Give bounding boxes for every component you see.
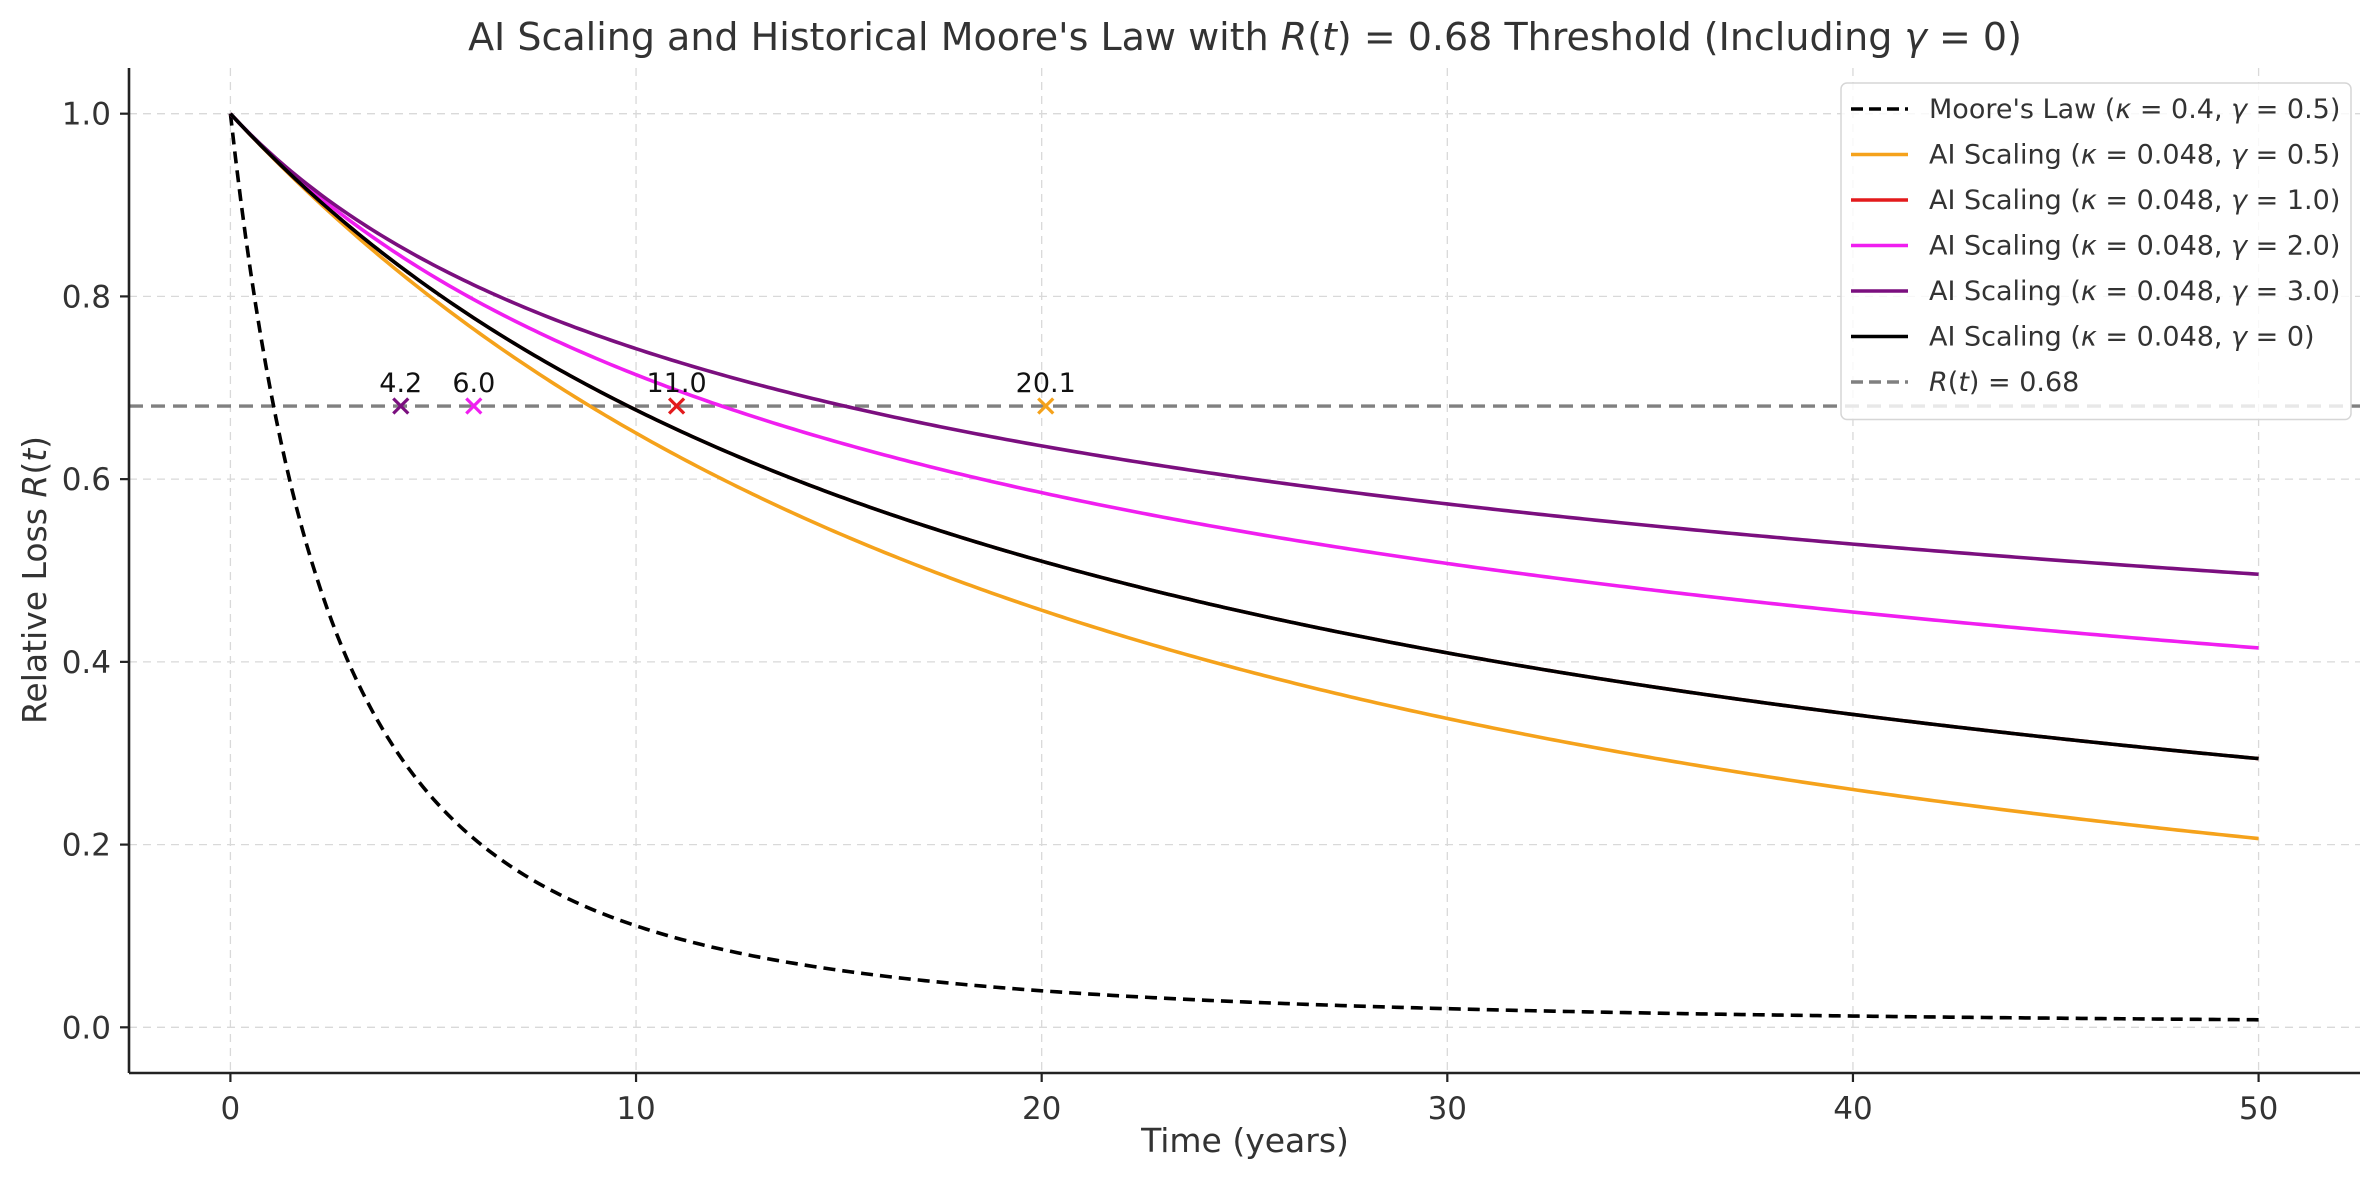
crossing-marker [667, 397, 686, 415]
series-line-1 [228, 113, 2259, 1022]
legend-label: Moore's Law (κ = 0.4, γ = 0.5) [1929, 94, 2340, 125]
x-tick-label: 10 [616, 1091, 655, 1127]
y-axis-title: Relative Loss R(t) [15, 436, 54, 724]
legend-item[interactable]: AI Scaling (κ = 0.048, γ = 3.0) [1851, 276, 2340, 307]
y-tick-label: 0.4 [62, 645, 111, 681]
y-tick-label: 0.6 [62, 462, 111, 498]
series-line-4 [229, 112, 2259, 650]
legend-item[interactable]: AI Scaling (κ = 0.048, γ = 0.5) [1851, 140, 2340, 171]
y-tick-label: 0.8 [62, 279, 111, 315]
crossing-marker [1037, 397, 1055, 415]
y-tick-label: 0.2 [62, 828, 111, 864]
legend-label: AI Scaling (κ = 0.048, γ = 2.0) [1929, 231, 2340, 262]
axes: 0 10 20 30 40 50 0.0 0.2 0.4 0.6 0.8 1.0 [62, 68, 2360, 1127]
legend-item[interactable]: R(t) = 0.68 [1851, 367, 2079, 398]
series-line-5 [229, 112, 2259, 577]
legend-item[interactable]: AI Scaling (κ = 0.048, γ = 0) [1851, 322, 2315, 353]
legend-label: AI Scaling (κ = 0.048, γ = 3.0) [1929, 276, 2340, 307]
series-line-6 [229, 112, 2259, 761]
x-tick-label: 20 [1022, 1091, 1061, 1127]
chart-title: AI Scaling and Historical Moore's Law wi… [468, 15, 2022, 59]
legend-item[interactable]: AI Scaling (κ = 0.048, γ = 2.0) [1851, 231, 2340, 262]
x-tick-label: 40 [1833, 1091, 1872, 1127]
series-line-2 [229, 112, 2259, 841]
legend-label: AI Scaling (κ = 0.048, γ = 1.0) [1929, 185, 2340, 216]
legend-item[interactable]: Moore's Law (κ = 0.4, γ = 0.5) [1851, 94, 2340, 125]
crossing-label: 4.2 [379, 368, 422, 399]
x-tick-label: 0 [221, 1091, 241, 1127]
legend-label: R(t) = 0.68 [1929, 367, 2079, 398]
legend-item[interactable]: AI Scaling (κ = 0.048, γ = 1.0) [1851, 185, 2340, 216]
crossing-marker [465, 397, 483, 415]
legend-label: AI Scaling (κ = 0.048, γ = 0.5) [1929, 140, 2340, 171]
x-axis-title: Time (years) [1140, 1121, 1349, 1160]
crossing-marker [392, 397, 410, 415]
crossing-label: 20.1 [1016, 368, 1076, 399]
crossing-markers: 4.2 6.0 11.0 20.1 [379, 368, 1076, 415]
series-layer [228, 112, 2259, 1022]
legend[interactable]: Moore's Law (κ = 0.4, γ = 0.5) AI Scaling… [1840, 82, 2352, 421]
legend-box [1840, 82, 2352, 421]
y-tick-label: 1.0 [62, 97, 111, 133]
x-tick-label: 30 [1428, 1091, 1467, 1127]
crossing-label: 6.0 [452, 368, 495, 399]
y-tick-label: 0.0 [62, 1010, 111, 1046]
legend-label: AI Scaling (κ = 0.048, γ = 0) [1929, 322, 2315, 353]
crossing-label: 11.0 [647, 368, 707, 399]
x-tick-label: 50 [2239, 1091, 2278, 1127]
